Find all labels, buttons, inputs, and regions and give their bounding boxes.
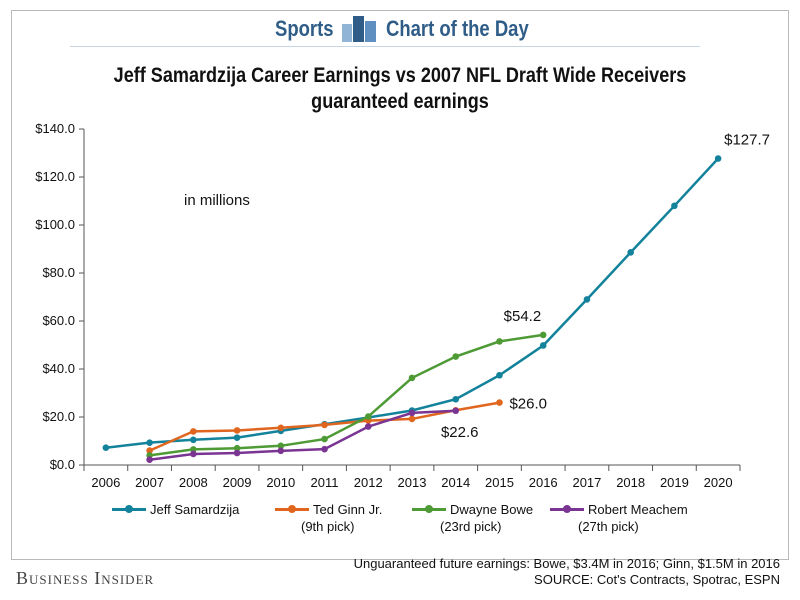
y-tick-label: $100.0	[35, 217, 75, 232]
brand-chart-of-the-day-label: Chart of the Day	[386, 16, 529, 41]
series-line-dwayne-bowe	[149, 333, 544, 457]
chart-footnote: Unguaranteed future earnings: Bowe, $3.4…	[354, 556, 780, 588]
y-tick-label: $0.0	[50, 457, 75, 472]
units-annotation: in millions	[184, 192, 250, 209]
footnote-source: SOURCE: Cot's Contracts, Spotrac, ESPN	[534, 572, 780, 587]
x-tick-label: 2020	[704, 475, 733, 490]
data-point	[146, 456, 153, 464]
y-tick-label: $60.0	[42, 313, 75, 328]
data-label: $127.7	[724, 132, 770, 149]
x-tick-label: 2013	[398, 475, 427, 490]
data-point	[408, 374, 416, 382]
data-point	[627, 249, 634, 256]
data-point	[539, 331, 547, 339]
y-tick-label: $20.0	[42, 409, 75, 424]
data-point	[321, 435, 328, 443]
data-point	[496, 338, 503, 345]
x-tick-label: 2009	[223, 475, 252, 490]
x-tick-label: 2010	[266, 475, 295, 490]
y-tick-label: $140.0	[35, 121, 75, 136]
brand-sports-label: Sports	[275, 16, 334, 41]
legend-marker	[288, 505, 296, 513]
data-point	[408, 409, 416, 417]
data-point	[277, 424, 285, 432]
data-point	[277, 447, 285, 455]
chart-title: Jeff Samardzija Career Earnings vs 2007 …	[113, 64, 687, 87]
data-point	[190, 450, 197, 458]
data-point	[190, 446, 197, 453]
data-point	[233, 434, 241, 441]
x-tick-label: 2016	[529, 475, 558, 490]
data-point	[190, 428, 197, 435]
data-point	[452, 353, 460, 360]
data-point	[146, 447, 153, 454]
chart-subtitle: guaranteed earnings	[311, 90, 489, 113]
y-tick-label: $40.0	[42, 361, 75, 376]
data-label: $26.0	[509, 396, 547, 413]
legend-label: Ted Ginn Jr.	[313, 502, 383, 517]
data-point	[539, 342, 547, 349]
series-line-robert-meachem	[149, 409, 456, 461]
y-tick-label: $120.0	[35, 169, 75, 184]
x-tick-label: 2014	[441, 475, 470, 490]
x-tick-label: 2018	[616, 475, 645, 490]
chart-frame	[11, 10, 789, 560]
data-label: $54.2	[504, 308, 542, 325]
data-point	[233, 427, 241, 434]
legend-marker	[563, 505, 571, 513]
legend-sublabel: (23rd pick)	[440, 519, 502, 534]
x-tick-label: 2017	[572, 475, 601, 490]
business-insider-logo: Business Insider	[16, 568, 155, 588]
data-point	[190, 436, 197, 444]
data-point	[321, 421, 328, 429]
x-tick-label: 2007	[135, 475, 164, 490]
data-point	[408, 415, 416, 423]
data-point	[496, 371, 503, 379]
x-tick-label: 2019	[660, 475, 689, 490]
data-point	[452, 395, 460, 403]
data-point	[233, 444, 241, 452]
x-tick-label: 2008	[179, 475, 208, 490]
data-point	[583, 296, 591, 303]
data-point	[321, 445, 328, 453]
data-point	[146, 439, 153, 446]
footnote-unguaranteed: Unguaranteed future earnings: Bowe, $3.4…	[353, 556, 780, 571]
legend-label: Jeff Samardzija	[150, 502, 240, 517]
data-point	[364, 413, 372, 420]
x-tick-label: 2006	[91, 475, 120, 490]
x-tick-label: 2012	[354, 475, 383, 490]
data-point	[277, 442, 285, 450]
bar-chart-icon	[342, 16, 376, 42]
data-label: $22.6	[441, 424, 479, 441]
data-point	[364, 423, 372, 430]
x-tick-label: 2015	[485, 475, 514, 490]
legend-marker	[125, 505, 133, 513]
legend-sublabel: (27th pick)	[578, 519, 639, 534]
legend-label: Robert Meachem	[588, 502, 688, 517]
header-divider	[70, 46, 700, 47]
legend-label: Dwayne Bowe	[450, 502, 534, 517]
data-point	[233, 449, 241, 457]
legend-marker	[425, 505, 433, 513]
data-point	[102, 444, 110, 452]
data-point	[714, 155, 722, 162]
data-point	[452, 407, 460, 415]
legend-sublabel: (9th pick)	[301, 519, 355, 534]
data-point	[496, 399, 503, 406]
y-tick-label: $80.0	[42, 265, 75, 280]
data-point	[671, 202, 678, 210]
x-tick-label: 2011	[311, 475, 339, 490]
